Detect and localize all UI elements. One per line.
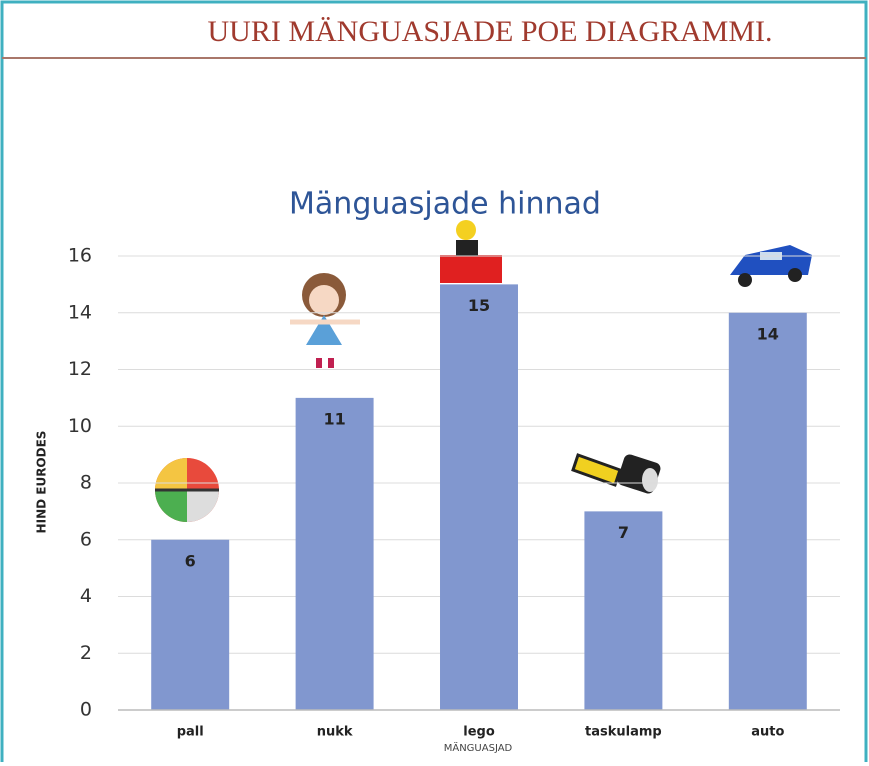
doll-icon — [290, 273, 360, 368]
car-icon — [730, 245, 812, 287]
bar — [296, 398, 374, 710]
bar — [729, 313, 807, 710]
y-tick-label: 0 — [80, 699, 92, 721]
x-tick-label: lego — [463, 725, 495, 740]
data-label: 11 — [323, 409, 345, 428]
slide: UURI MÄNGUASJADE POE DIAGRAMMI. Mänguasj… — [0, 0, 869, 762]
x-tick-label: taskulamp — [585, 725, 662, 740]
x-tick-label: pall — [177, 725, 204, 740]
data-label: 7 — [618, 523, 629, 542]
flashlight-icon — [573, 453, 662, 495]
chart-title: Mänguasjade hinnad — [289, 187, 601, 222]
y-tick-label: 12 — [68, 358, 92, 380]
x-tick-label: auto — [751, 725, 784, 740]
y-tick-label: 14 — [68, 301, 92, 323]
y-tick-label: 6 — [80, 528, 92, 550]
y-tick-label: 10 — [68, 415, 92, 437]
slide-title: UURI MÄNGUASJADE POE DIAGRAMMI. — [207, 15, 772, 48]
ball-icon — [155, 458, 219, 522]
data-label: 15 — [468, 296, 490, 315]
y-axis-title: HIND EURODES — [35, 431, 49, 534]
data-label: 6 — [185, 551, 196, 570]
y-tick-label: 8 — [80, 472, 92, 494]
lego-icon — [440, 220, 502, 283]
x-tick-label: nukk — [317, 725, 353, 740]
x-axis-title: MÄNGUASJAD — [444, 741, 513, 754]
data-label: 14 — [757, 324, 779, 343]
y-tick-label: 4 — [80, 585, 92, 607]
y-tick-label: 16 — [68, 245, 92, 267]
bar — [440, 284, 518, 710]
y-tick-label: 2 — [80, 642, 92, 664]
